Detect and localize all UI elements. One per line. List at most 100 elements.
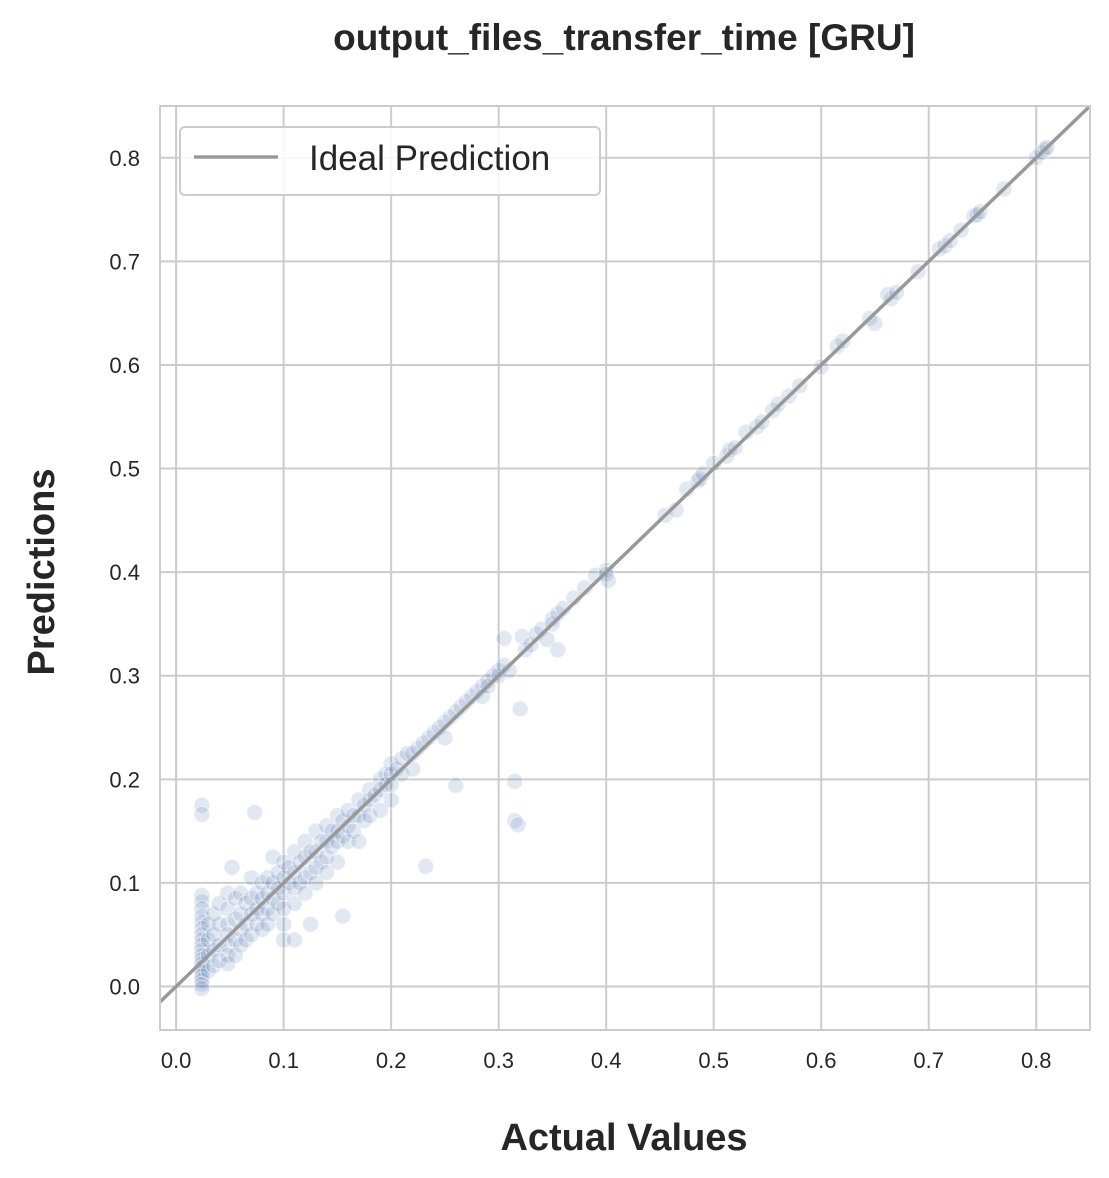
scatter-point: [484, 667, 502, 685]
grid: [160, 106, 1090, 1030]
scatter-point: [296, 884, 314, 902]
scatter-point: [226, 946, 244, 964]
scatter-point: [468, 682, 486, 700]
scatter-point: [495, 656, 513, 674]
x-tick-label: 0.7: [913, 1048, 944, 1073]
scatter-point: [237, 895, 255, 913]
scatter-point: [285, 895, 303, 913]
scatter-points: [193, 138, 1056, 998]
scatter-point: [296, 848, 314, 866]
scatter-point: [452, 698, 470, 716]
scatter-point: [694, 465, 712, 483]
scatter-point: [193, 796, 211, 814]
scatter-point: [253, 921, 271, 938]
y-tick-label: 0.8: [109, 146, 140, 171]
x-tick-label: 0.1: [268, 1048, 299, 1073]
scatter-point: [307, 874, 325, 892]
scatter-point: [834, 332, 852, 350]
scatter-point: [193, 806, 211, 823]
scatter-point: [691, 470, 709, 488]
scatter-point: [828, 337, 846, 355]
y-tick-label: 0.6: [109, 353, 140, 378]
scatter-point: [549, 641, 567, 659]
scatter-point: [425, 724, 443, 742]
x-axis-label: Actual Values: [500, 1117, 747, 1159]
scatter-point: [264, 848, 282, 866]
scatter-point: [495, 629, 513, 647]
scatter-point: [431, 719, 448, 736]
scatter-point: [554, 599, 572, 617]
y-tick-label: 0.2: [109, 767, 140, 792]
scatter-point: [302, 915, 319, 933]
scatter-point: [193, 913, 211, 931]
scatter-point: [441, 708, 459, 726]
y-tick-label: 0.0: [109, 974, 140, 999]
y-tick-labels: 0.0 0.1 0.2 0.3 0.4 0.5 0.6 0.7 0.8: [109, 146, 140, 1000]
y-tick-label: 0.3: [109, 664, 140, 689]
scatter-point: [511, 700, 529, 718]
x-tick-labels: 0.0 0.1 0.2 0.3 0.4 0.5 0.6 0.7 0.8: [161, 1048, 1052, 1073]
scatter-point: [371, 801, 389, 819]
scatter-point: [576, 579, 594, 597]
scatter-point: [350, 833, 368, 850]
scatter-point: [232, 936, 250, 954]
scatter-point: [474, 687, 491, 705]
scatter-point: [506, 772, 524, 790]
x-tick-label: 0.8: [1021, 1048, 1052, 1073]
scatter-point: [509, 816, 527, 834]
x-tick-label: 0.4: [591, 1048, 622, 1073]
legend-label-ideal-prediction: Ideal Prediction: [309, 139, 550, 178]
scatter-point: [193, 980, 211, 998]
scatter-point: [479, 672, 497, 690]
scatter-point: [705, 454, 723, 472]
scatter-point: [223, 858, 241, 876]
scatter-point: [237, 931, 255, 949]
scatter-point: [345, 822, 362, 840]
scatter-point: [533, 620, 551, 638]
chart-title: output_files_transfer_time [GRU]: [333, 17, 915, 58]
scatter-point: [242, 926, 260, 944]
scatter-point: [417, 857, 435, 875]
x-tick-label: 0.2: [376, 1048, 407, 1073]
x-tick-label: 0.5: [698, 1048, 729, 1073]
scatter-point: [409, 739, 427, 757]
scatter-point: [264, 905, 282, 923]
legend-box: [179, 126, 601, 196]
scatter-point: [193, 893, 211, 911]
scatter-point: [737, 423, 755, 441]
scatter-point: [328, 853, 346, 871]
scatter-point: [361, 807, 379, 825]
scatter-point: [285, 931, 303, 949]
scatter-point: [565, 589, 583, 607]
scatter-point: [543, 610, 561, 628]
scatter-point: [404, 760, 422, 778]
y-tick-label: 0.4: [109, 560, 140, 585]
x-tick-label: 0.6: [806, 1048, 837, 1073]
scatter-point: [474, 677, 491, 695]
scatter-point: [205, 957, 223, 975]
plot-border: [159, 105, 1091, 1031]
y-tick-label: 0.1: [109, 871, 140, 896]
x-tick-label: 0.3: [483, 1048, 514, 1073]
scatter-point: [382, 755, 400, 773]
scatter-point: [414, 734, 432, 752]
ideal-line-group: [158, 104, 1092, 1004]
y-tick-label: 0.7: [109, 249, 140, 274]
scatter-point: [199, 962, 217, 980]
scatter-point: [667, 501, 685, 519]
scatter-point: [302, 843, 319, 861]
scatter-point: [447, 703, 465, 721]
scatter-point: [291, 853, 309, 871]
plot-frame: [159, 105, 1091, 1031]
scatter-point: [382, 791, 400, 809]
legend: Ideal Prediction: [179, 126, 601, 196]
ideal-prediction-line: [158, 104, 1092, 1004]
scatter-point: [549, 605, 567, 623]
scatter-point: [246, 804, 264, 821]
scatter-point: [457, 693, 475, 711]
scatter-point: [447, 777, 465, 794]
y-tick-label: 0.5: [109, 457, 140, 482]
scatter-point: [334, 907, 352, 925]
scatter-point: [527, 625, 545, 643]
